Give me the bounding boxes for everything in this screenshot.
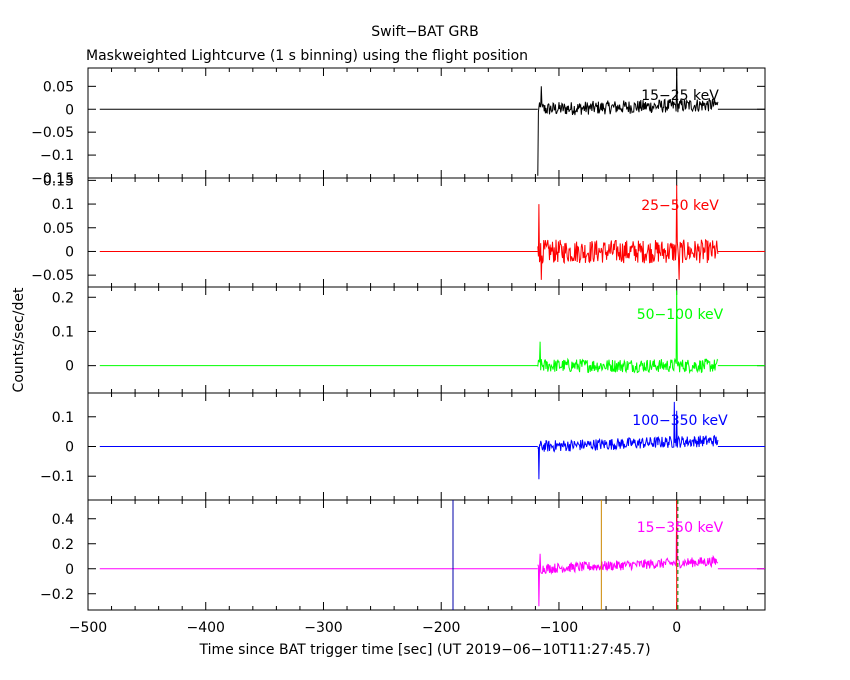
y-tick-label: 0 [65, 359, 74, 375]
y-tick-label: 0.2 [52, 290, 74, 306]
panels-group: −0.15 −0.1 −0.05 0 0.05 15−25 keV −0.05 0 0.05 0.… [31, 67, 766, 636]
series-line [537, 185, 719, 280]
y-tick-label: 0.05 [43, 221, 74, 237]
x-tick-label: −200 [422, 620, 460, 636]
y-tick-label: 0.05 [43, 79, 74, 95]
chart-subtitle: Maskweighted Lightcurve (1 s binning) us… [86, 48, 528, 64]
chart-title: Swift−BAT GRB [371, 24, 478, 40]
x-tick-label: −400 [187, 620, 225, 636]
panel-frame [87, 177, 766, 288]
x-tick-label: −100 [540, 620, 578, 636]
y-tick-label: 0.1 [52, 410, 74, 426]
panel-energy-label: 15−25 keV [641, 88, 719, 104]
panel-energy-label: 50−100 keV [637, 307, 724, 323]
y-axis-label: Counts/sec/det [11, 287, 27, 392]
y-tick-label: −0.15 [31, 171, 74, 187]
y-tick-label: 0.1 [52, 197, 74, 213]
panel-frame [87, 499, 766, 611]
y-tick-label: −0.1 [40, 148, 74, 164]
y-tick-label: −0.05 [31, 268, 74, 284]
x-axis-label: Time since BAT trigger time [sec] (UT 20… [198, 642, 650, 658]
series-line [537, 401, 719, 480]
x-tick-label: −300 [304, 620, 342, 636]
y-tick-label: −0.05 [31, 125, 74, 141]
x-tick-label: 0 [672, 620, 681, 636]
y-tick-label: 0 [65, 102, 74, 118]
y-tick-label: 0.15 [43, 173, 74, 189]
panel-frame [87, 286, 766, 394]
y-tick-label: 0.1 [52, 324, 74, 340]
y-tick-label: 0.2 [52, 537, 74, 553]
series-line [537, 290, 719, 375]
y-tick-label: 0 [65, 440, 74, 456]
panel-energy-label: 100−350 keV [632, 413, 728, 429]
panel-energy-label: 25−50 keV [641, 198, 719, 214]
panel-frame [87, 67, 766, 179]
y-tick-label: 0.4 [52, 512, 74, 528]
y-tick-label: −0.2 [40, 587, 74, 603]
y-tick-label: −0.1 [40, 469, 74, 485]
series-line [537, 506, 719, 607]
x-tick-label: −500 [69, 620, 107, 636]
series-line [537, 67, 719, 176]
y-tick-label: 0 [65, 562, 74, 578]
panel-energy-label: 15−350 keV [637, 520, 724, 536]
y-tick-label: 0 [65, 244, 74, 260]
